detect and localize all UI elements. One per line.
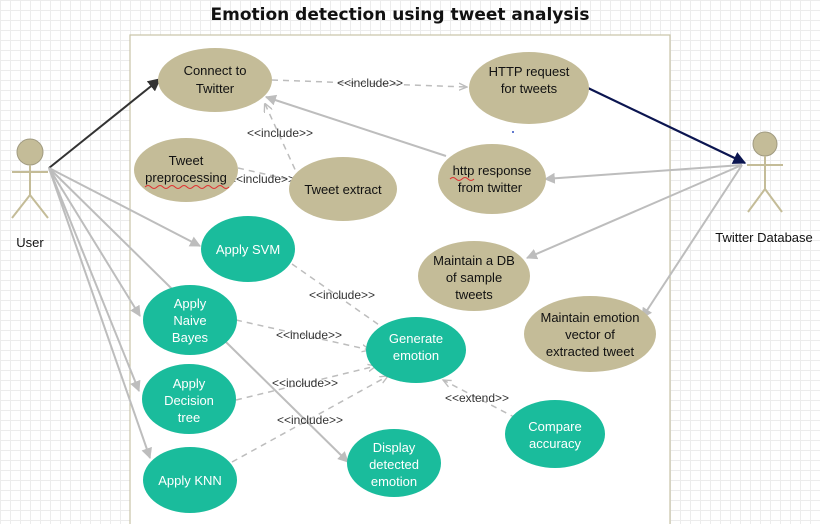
assoc-db-maintaindb [525, 164, 743, 260]
usecase-label-line: Tweet extract [304, 182, 382, 197]
usecase-label-line: emotion [371, 474, 417, 489]
label-compare-generate: <<extend>> [445, 391, 509, 405]
label-decision-generate: <<include>> [272, 376, 338, 390]
usecase-label-line: for tweets [501, 81, 558, 96]
label-connect-request: <<include>> [337, 76, 403, 90]
dash-svm-generate [291, 263, 392, 334]
actor-user[interactable]: User [11, 138, 49, 250]
usecase-label-line: Apply SVM [216, 242, 280, 257]
actor-twitter-database[interactable]: Twitter Database [715, 131, 813, 245]
usecase-label-line: of sample [446, 270, 502, 285]
actor-head [16, 138, 44, 166]
usecase-label-line: Generate [389, 331, 443, 346]
usecase-label-line: Apply KNN [158, 473, 222, 488]
usecase-label-line: Connect to [184, 63, 247, 78]
assoc-response-connect [264, 94, 447, 157]
usecase-apply-svm[interactable]: Apply SVM [201, 216, 295, 282]
actor-head [752, 131, 778, 157]
dash-connect-extract [265, 104, 299, 177]
usecase-generate-emotion[interactable]: Generate emotion [366, 317, 466, 383]
usecase-label-line: vector of [565, 327, 615, 342]
assoc-user-naive [48, 167, 141, 317]
usecase-label-line: Naive [173, 313, 206, 328]
usecase-label-line: Apply [174, 296, 207, 311]
usecase-label-line: Maintain a DB [433, 253, 515, 268]
usecase-label-line: preprocessing [145, 170, 227, 185]
dash-compare-generate [443, 380, 517, 419]
usecase-label-line: extracted tweet [546, 344, 635, 359]
spellcheck-underline [144, 185, 230, 189]
usecase-connect-to-twitter[interactable]: Connect to Twitter [158, 48, 272, 112]
usecase-maintain-emotion-vector[interactable]: Maintain emotion vector of extracted twe… [524, 296, 656, 372]
usecase-label-line: Bayes [172, 330, 209, 345]
label-naive-generate: <<include>> [276, 328, 342, 342]
usecase-label-line: HTTP request [489, 64, 570, 79]
diagram-title: Emotion detection using tweet analysis [211, 5, 590, 25]
usecase-http-request[interactable]: HTTP request for tweets [469, 52, 589, 124]
usecase-label-line: Twitter [196, 81, 235, 96]
usecase-label-line: Apply [173, 376, 206, 391]
usecase-maintain-db[interactable]: Maintain a DB of sample tweets [418, 241, 530, 311]
spellcheck-underline [449, 177, 475, 181]
usecase-display-detected-emotion[interactable]: Display detected emotion [347, 429, 441, 497]
assoc-user-svm [48, 167, 201, 247]
usecase-label-line: from twitter [458, 180, 523, 195]
usecase-label-line: detected [369, 457, 419, 472]
label-svm-generate: <<include>> [309, 288, 375, 302]
usecase-label-line: Decision [164, 393, 214, 408]
usecase-label-line: accuracy [529, 436, 582, 451]
usecase-tweet-extract[interactable]: Tweet extract [289, 157, 397, 221]
dot-marker [512, 131, 514, 133]
dash-knn-generate [231, 376, 388, 463]
usecase-compare-accuracy[interactable]: Compare accuracy [505, 400, 605, 468]
usecase-label-line: Maintain emotion [541, 310, 640, 325]
dash-naive-generate [235, 319, 370, 350]
label-knn-generate: <<include>> [277, 413, 343, 427]
assoc-user-decision [48, 167, 141, 393]
label-connect-extract: <<include>> [247, 126, 313, 140]
actor-label: Twitter Database [715, 230, 813, 245]
label-preproc-extract: <<include>> [229, 172, 295, 186]
actor-label: User [16, 235, 44, 250]
usecase-label-line: emotion [393, 348, 439, 363]
usecase-label-line: tree [178, 410, 200, 425]
assoc-user-knn [48, 167, 152, 460]
usecase-apply-decision-tree[interactable]: Apply Decision tree [142, 364, 236, 434]
usecase-apply-knn[interactable]: Apply KNN [143, 447, 237, 513]
assoc-user-connect [48, 78, 162, 169]
usecase-label-line: http response [453, 163, 532, 178]
assoc-db-vector [641, 164, 743, 319]
usecase-label-line: Display [373, 440, 416, 455]
dash-decision-generate [235, 366, 376, 401]
assoc-db-response [543, 164, 743, 184]
usecase-apply-naive-bayes[interactable]: Apply Naive Bayes [143, 285, 237, 355]
usecase-label-line: Tweet [169, 153, 204, 168]
usecase-label-line: Compare [528, 419, 581, 434]
usecase-tweet-preprocessing[interactable]: Tweet preprocessing [134, 138, 238, 202]
usecase-http-response[interactable]: http response from twitter [438, 144, 546, 214]
assoc-request-db [587, 87, 747, 164]
usecase-label-line: tweets [455, 287, 493, 302]
